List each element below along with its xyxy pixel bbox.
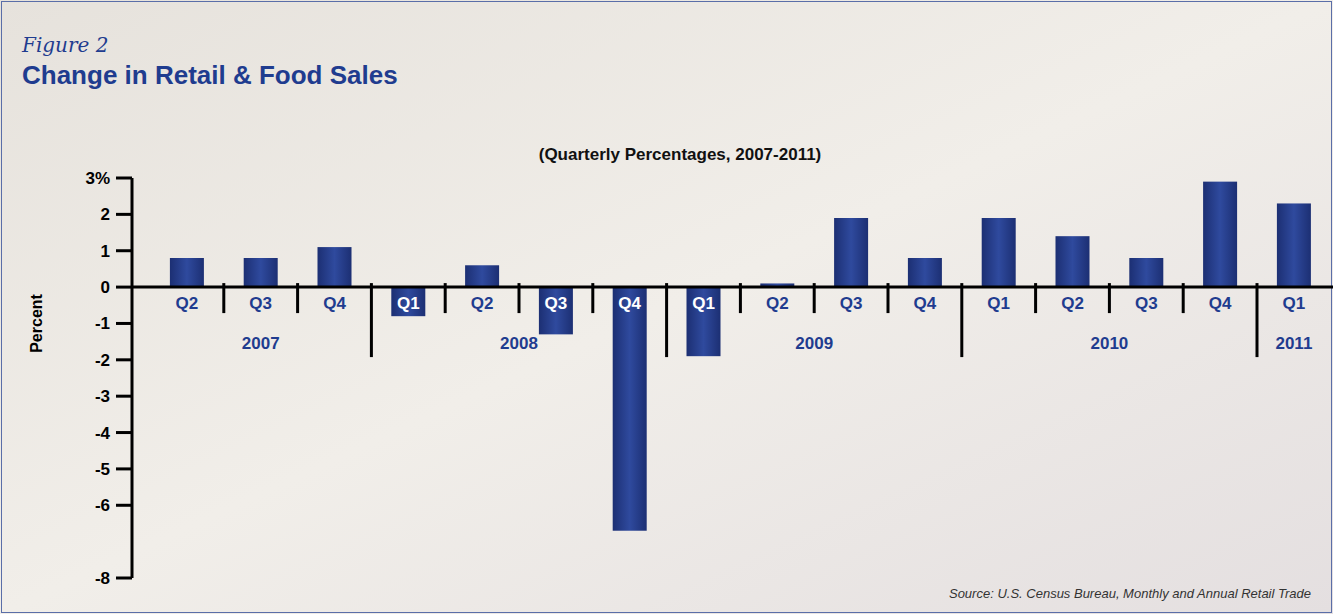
y-tick-label: -4 <box>95 424 111 443</box>
y-tick <box>116 358 132 361</box>
chart: Figure 2 Change in Retail & Food Sales (Qu… <box>0 0 1333 614</box>
x-tick-label: Q2 <box>176 294 199 313</box>
x-tick-label: Q4 <box>1209 294 1232 313</box>
y-tick <box>116 286 132 289</box>
bar <box>982 218 1016 287</box>
bar <box>318 247 352 287</box>
year-label: 2010 <box>1090 334 1128 353</box>
source: Source: U.S. Census Bureau, Monthly and … <box>949 586 1311 601</box>
bar <box>1056 236 1090 287</box>
x-tick-label: Q4 <box>914 294 937 313</box>
category-divider <box>518 283 521 313</box>
bar <box>1277 203 1311 287</box>
year-label: 2011 <box>1275 334 1312 353</box>
x-tick-label: Q3 <box>1135 294 1158 313</box>
category-divider <box>591 283 594 313</box>
category-divider <box>222 283 225 313</box>
y-tick <box>116 177 132 180</box>
category-divider <box>813 283 816 313</box>
y-tick <box>116 249 132 252</box>
bar <box>613 287 647 531</box>
bar <box>1203 182 1237 287</box>
y-tick-label: -1 <box>95 314 110 333</box>
subtitle: (Quarterly Percentages, 2007-2011) <box>539 145 822 164</box>
y-axis <box>131 178 134 578</box>
category-divider <box>1108 283 1111 313</box>
bar <box>465 265 499 287</box>
frame <box>2 2 1332 613</box>
category-divider <box>887 283 890 313</box>
bar <box>391 287 425 316</box>
y-tick <box>116 504 132 507</box>
y-tick-label: -6 <box>95 496 110 515</box>
x-axis <box>132 286 1333 289</box>
category-divider <box>444 283 447 313</box>
category-divider <box>739 283 742 313</box>
x-tick-label: Q3 <box>545 294 568 313</box>
x-tick-label: Q3 <box>249 294 272 313</box>
category-divider <box>1034 283 1037 313</box>
y-tick-label: -8 <box>95 569 110 588</box>
x-tick-label: Q2 <box>766 294 789 313</box>
x-tick-label: Q4 <box>618 294 641 313</box>
year-label: 2007 <box>242 334 280 353</box>
y-tick <box>116 467 132 470</box>
y-tick-label: -5 <box>95 460 110 479</box>
bar <box>908 258 942 287</box>
bar <box>539 287 573 334</box>
year-divider <box>665 283 668 357</box>
y-tick-label: 0 <box>101 278 110 297</box>
year-divider <box>370 283 373 357</box>
x-tick-label: Q1 <box>692 294 715 313</box>
x-tick-label: Q2 <box>471 294 494 313</box>
x-tick-label: Q1 <box>987 294 1010 313</box>
year-label: 2009 <box>795 334 833 353</box>
background <box>0 0 1333 614</box>
x-tick-label: Q4 <box>323 294 346 313</box>
year-divider <box>1256 283 1259 357</box>
y-tick <box>116 577 132 580</box>
y-tick <box>116 431 132 434</box>
year-label: 2008 <box>500 334 538 353</box>
y-tick-label: -2 <box>95 351 110 370</box>
title: Change in Retail & Food Sales <box>22 60 398 90</box>
bar <box>1129 258 1163 287</box>
year-divider <box>960 283 963 357</box>
figure-label: Figure 2 <box>21 33 108 57</box>
y-tick-label: 2 <box>101 205 110 224</box>
y-tick-label: -3 <box>95 387 110 406</box>
x-tick-label: Q1 <box>1283 294 1306 313</box>
x-tick-label: Q3 <box>840 294 863 313</box>
y-tick-label: 1 <box>101 242 110 261</box>
y-tick-label: 3% <box>85 169 110 188</box>
bar <box>244 258 278 287</box>
y-axis-title: Percent <box>28 293 45 352</box>
y-tick <box>116 395 132 398</box>
y-tick <box>116 213 132 216</box>
y-tick <box>116 322 132 325</box>
bar <box>170 258 204 287</box>
category-divider <box>296 283 299 313</box>
bars <box>170 182 1311 531</box>
bar <box>834 218 868 287</box>
category-divider <box>1182 283 1185 313</box>
x-tick-label: Q2 <box>1061 294 1084 313</box>
bar <box>687 287 721 356</box>
x-tick-label: Q1 <box>397 294 420 313</box>
